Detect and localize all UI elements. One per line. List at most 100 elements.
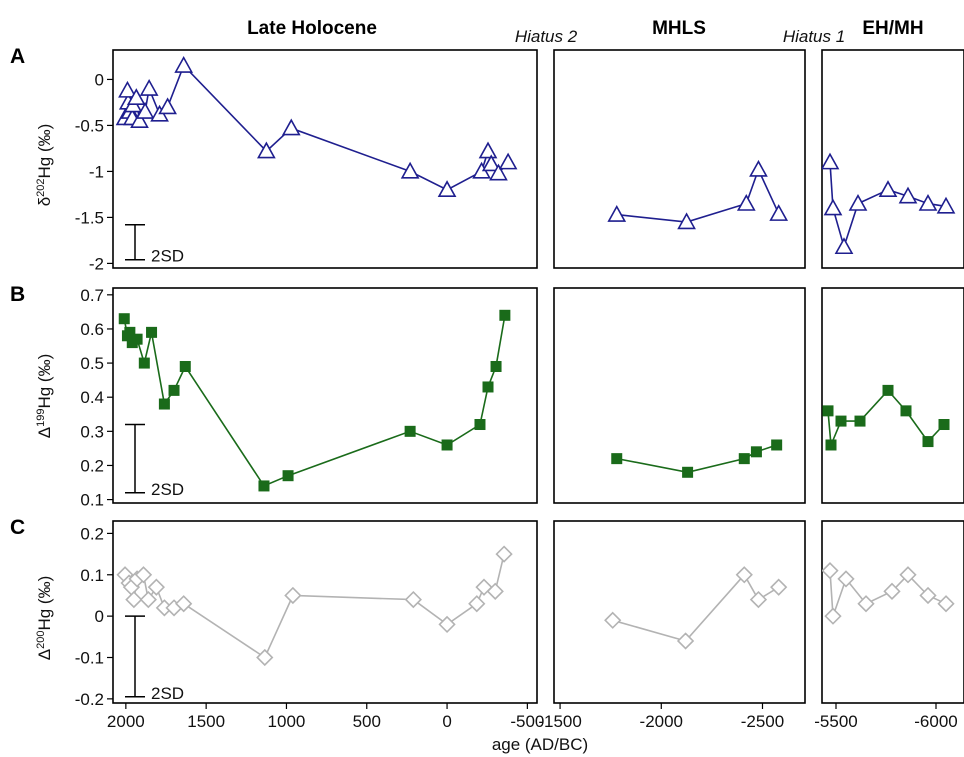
data-point-b-3-7 [922, 436, 934, 448]
data-point-a-1-10 [139, 78, 159, 96]
data-point-c-1-13 [284, 586, 302, 605]
series-group-a-1 [115, 55, 518, 198]
period-label-late-holocene: Late Holocene [247, 18, 377, 39]
period-label-mhls: MHLS [652, 18, 706, 39]
hiatus-label-1: Hiatus 1 [783, 27, 845, 46]
data-point-b-3-1 [822, 405, 834, 417]
panel-frame-c-1 [112, 520, 538, 704]
data-point-c-3-3 [837, 570, 855, 588]
sd-label-a: 2SD [151, 247, 184, 266]
data-point-b-1-13 [404, 425, 416, 437]
x-tick-label-1-4: 500 [353, 712, 381, 731]
panel-frame-c-2 [553, 520, 806, 704]
row-letter-c: C [10, 516, 25, 539]
x-tick-label-1-6: -500 [510, 712, 544, 731]
data-point-a-3-5 [878, 180, 898, 198]
sd-bar-c [125, 615, 145, 698]
data-point-a-2-2 [677, 212, 696, 230]
sd-label-c: 2SD [151, 684, 184, 703]
x-tick-label-1-5: 0 [442, 712, 451, 731]
data-point-a-1-14 [257, 141, 276, 159]
panel-frame-c-3 [821, 520, 964, 704]
data-point-b-1-16 [482, 381, 494, 393]
data-point-b-1-18 [499, 309, 511, 321]
data-point-c-1-8 [147, 578, 165, 596]
data-point-b-1-7 [146, 326, 158, 338]
data-point-b-1-5 [131, 333, 143, 345]
data-point-a-3-1 [822, 152, 840, 170]
data-point-c-2-2 [676, 632, 695, 650]
y-tick-label-c-3: 0 [95, 607, 104, 626]
data-point-a-2-5 [769, 204, 789, 221]
x-tick-label-1-1: 2000 [107, 712, 145, 731]
data-point-c-2-5 [770, 578, 788, 596]
data-point-c-3-5 [883, 582, 901, 600]
data-point-a-1-7 [126, 88, 146, 106]
y-tick-label-c-5: -0.2 [75, 690, 104, 709]
x-tick-label-2-2: -2000 [640, 712, 683, 731]
y-tick-label-b-7: 0.1 [80, 491, 104, 510]
panel-frame-a-2 [553, 49, 806, 269]
data-point-c-2-1 [604, 611, 622, 629]
data-point-a-1-8 [130, 111, 149, 129]
data-point-c-3-2 [824, 607, 842, 625]
y-tick-label-b-5: 0.3 [80, 422, 104, 441]
panel-frame-b-3 [821, 287, 964, 504]
data-point-a-1-22 [498, 152, 518, 170]
data-point-b-1-1 [118, 313, 130, 325]
y-tick-label-b-1: 0.7 [80, 286, 104, 305]
hiatus-label-2: Hiatus 2 [515, 27, 578, 46]
data-point-b-1-15 [474, 419, 486, 431]
data-point-b-1-6 [138, 357, 150, 369]
y-axis-label-row-c: Δ200Hg (‰) [35, 576, 54, 661]
series-line-a-1 [124, 64, 509, 191]
x-axis-label: age (AD/BC) [492, 735, 588, 754]
series-group-a-3 [822, 152, 956, 255]
data-point-c-3-8 [937, 595, 955, 613]
data-point-c-1-19 [495, 545, 513, 563]
data-point-b-2-1 [611, 453, 623, 465]
series-line-c-2 [612, 573, 780, 642]
data-point-b-2-4 [750, 446, 762, 458]
y-tick-label-b-4: 0.4 [80, 388, 104, 407]
data-point-b-1-10 [179, 360, 191, 372]
data-point-b-2-3 [738, 453, 750, 465]
data-point-c-2-4 [749, 590, 768, 609]
y-tick-label-b-2: 0.6 [80, 320, 104, 339]
panel-frame-b-1 [112, 287, 538, 504]
data-point-a-1-16 [400, 161, 420, 179]
series-line-b-1 [123, 315, 506, 487]
y-tick-label-a-1: 0 [95, 70, 104, 89]
panel-frame-a-1 [112, 49, 538, 269]
plot-layer: 0 -0.5 -1 -1.5 -2 2SD 0.7 0.6 0.5 0.4 0.3 0.2 0.1 2SD… [75, 49, 964, 731]
data-point-a-2-1 [607, 205, 627, 222]
data-point-a-3-3 [834, 237, 854, 255]
data-point-a-1-20 [481, 154, 501, 172]
x-tick-label-3-1: -5500 [814, 712, 857, 731]
data-point-a-1-9 [135, 101, 155, 119]
data-point-b-3-4 [854, 415, 866, 427]
data-point-a-3-6 [898, 186, 918, 204]
data-point-b-1-17 [490, 360, 502, 372]
data-point-b-1-9 [168, 384, 180, 396]
data-point-a-1-17 [437, 180, 457, 198]
series-group-c-1 [116, 545, 513, 667]
data-point-b-2-5 [771, 439, 783, 451]
data-point-b-3-8 [938, 419, 950, 431]
data-point-c-1-18 [486, 582, 504, 600]
y-tick-label-b-3: 0.5 [80, 354, 104, 373]
data-point-b-1-14 [441, 439, 453, 451]
data-point-b-3-6 [900, 405, 912, 417]
data-point-c-1-4 [125, 590, 143, 609]
data-point-b-2-2 [682, 466, 694, 478]
data-point-c-3-7 [919, 586, 937, 605]
data-point-c-1-12 [256, 648, 274, 667]
sd-bar-b [125, 423, 145, 494]
y-tick-label-a-4: -1.5 [75, 208, 104, 227]
series-group-b-2 [611, 439, 783, 478]
y-tick-label-a-2: -0.5 [75, 116, 104, 135]
series-group-c-2 [604, 566, 788, 650]
row-letter-b: B [10, 283, 25, 306]
data-point-b-1-8 [158, 398, 170, 410]
data-point-a-1-19 [478, 141, 498, 159]
